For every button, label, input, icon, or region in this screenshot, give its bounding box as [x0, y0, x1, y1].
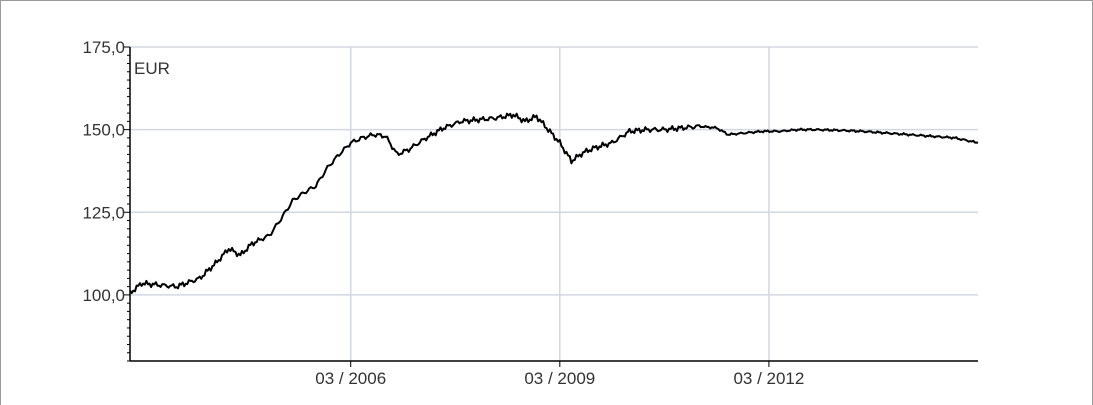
series-line — [129, 112, 979, 295]
series-lines — [129, 112, 979, 295]
y-tick-label: 150,0 — [82, 121, 125, 140]
y-tick-labels: 175,0 150,0 125,0 100,0 — [82, 38, 125, 305]
unit-label: EUR — [134, 59, 170, 78]
y-tick-label: 100,0 — [82, 286, 125, 305]
y-tick-label: 125,0 — [82, 203, 125, 222]
x-tick-labels: 03 / 2006 03 / 2009 03 / 2012 — [315, 361, 804, 388]
x-tick-label: 03 / 2012 — [733, 369, 804, 388]
x-tick-label: 03 / 2009 — [524, 369, 595, 388]
grid — [130, 46, 978, 361]
x-tick-label: 03 / 2006 — [315, 369, 386, 388]
y-minor-ticks — [124, 46, 130, 362]
axes — [129, 47, 978, 362]
y-tick-label: 175,0 — [82, 38, 125, 57]
